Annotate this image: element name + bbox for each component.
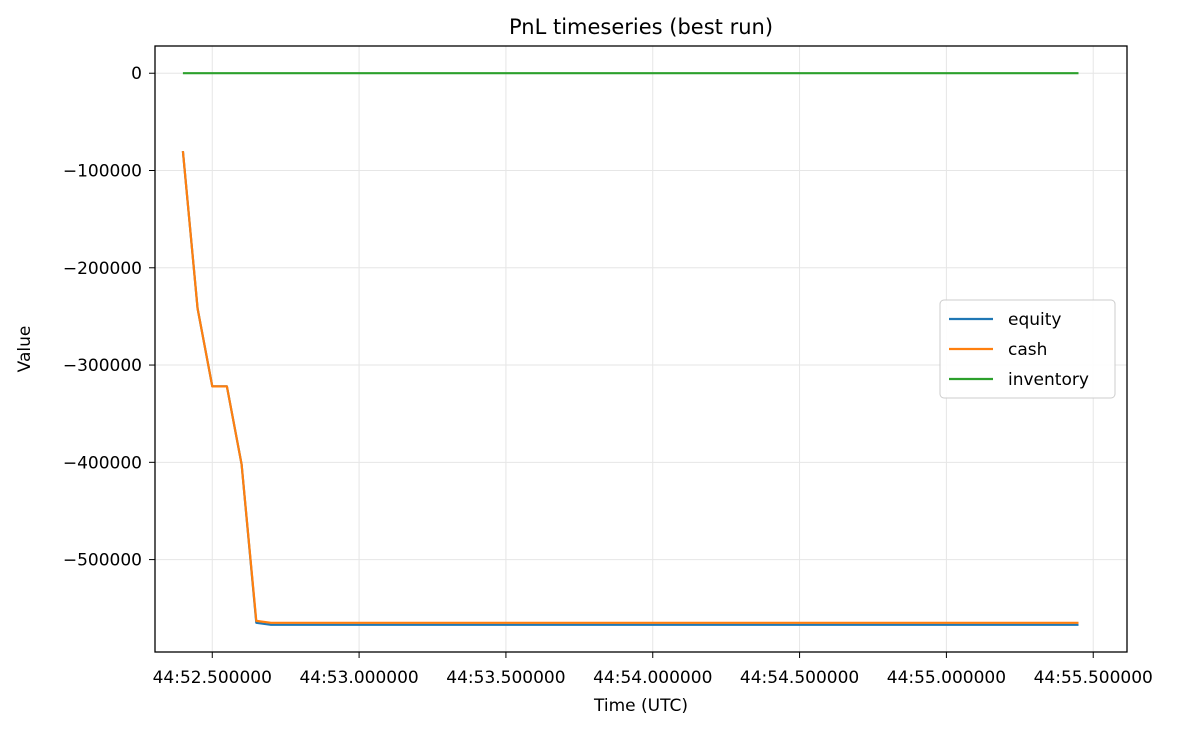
- y-tick-label: 0: [131, 64, 142, 84]
- legend: equity cash inventory: [939, 299, 1116, 399]
- y-tick-label: −500000: [63, 551, 142, 571]
- x-tick-label: 44:54.000000: [593, 668, 712, 688]
- y-tick-label: −100000: [63, 162, 142, 182]
- legend-label-inventory: inventory: [1008, 370, 1089, 390]
- x-tick-label: 44:52.500000: [153, 668, 272, 688]
- plot-frame: [154, 45, 1128, 653]
- x-tick-label: 44:55.000000: [887, 668, 1006, 688]
- series-line-cash: [181, 150, 1079, 624]
- y-tick-label: −400000: [63, 453, 142, 473]
- x-axis-label: Time (UTC): [593, 696, 688, 716]
- x-tick-label: 44:54.500000: [740, 668, 859, 688]
- x-axis: 44:52.500000 44:53.000000 44:53.500000 44:5…: [153, 652, 1153, 688]
- y-axis: 0 −100000 −200000 −300000 −400000 −500000: [63, 64, 155, 571]
- legend-label-equity: equity: [1008, 310, 1061, 330]
- chart-title: PnL timeseries (best run): [509, 15, 773, 39]
- x-tick-label: 44:55.500000: [1034, 668, 1153, 688]
- x-tick-label: 44:53.000000: [299, 668, 418, 688]
- legend-box: [939, 299, 1116, 399]
- series-lines: [181, 72, 1079, 626]
- y-tick-label: −200000: [63, 259, 142, 279]
- x-tick-label: 44:53.500000: [446, 668, 565, 688]
- y-axis-label: Value: [15, 326, 35, 373]
- legend-label-cash: cash: [1008, 340, 1047, 360]
- y-tick-label: −300000: [63, 356, 142, 376]
